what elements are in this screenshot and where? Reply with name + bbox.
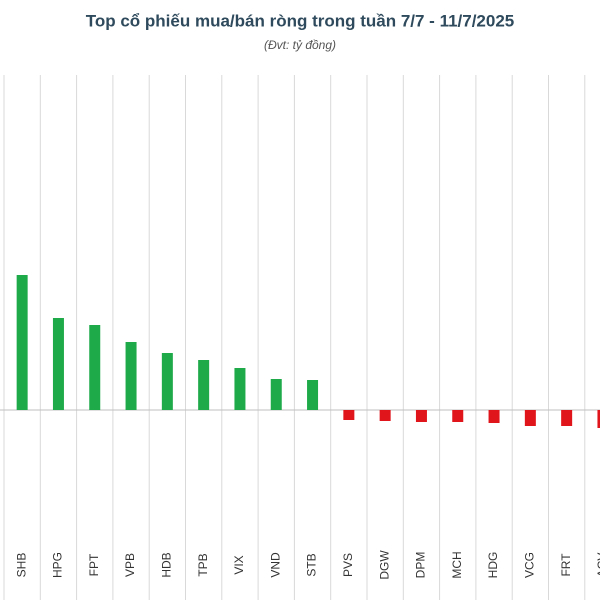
x-tick-label: DGW: [377, 550, 391, 580]
bar: [16, 275, 28, 410]
bar: [52, 318, 64, 410]
bar: [234, 368, 246, 410]
x-tick-label: HPG: [51, 552, 65, 578]
bar: [307, 380, 319, 410]
bar: [89, 325, 101, 410]
x-tick-label: ACV: [595, 553, 600, 578]
bar: [270, 379, 282, 410]
bar: [198, 360, 210, 410]
x-tick-label: HDB: [160, 552, 174, 577]
x-tick-label: FPT: [87, 553, 101, 576]
bar: [161, 353, 173, 410]
x-tick-label: FRT: [559, 553, 573, 577]
x-tick-label: SHB: [14, 553, 28, 578]
x-tick-label: STB: [305, 553, 319, 576]
x-tick-label: VPB: [123, 553, 137, 577]
x-tick-label: VIX: [232, 555, 246, 574]
bar: [343, 410, 355, 420]
bar: [379, 410, 391, 421]
x-tick-label: TPB: [196, 553, 210, 576]
bar: [561, 410, 573, 426]
chart-title: Top cổ phiếu mua/bán ròng trong tuần 7/7…: [86, 11, 515, 30]
bar: [125, 342, 137, 410]
chart-subtitle: (Đvt: tỷ đồng): [264, 38, 336, 52]
bar: [488, 410, 500, 423]
bar: [415, 410, 427, 422]
x-tick-label: MCH: [450, 551, 464, 578]
bar: [524, 410, 536, 426]
x-tick-label: VND: [268, 552, 282, 578]
x-tick-label: DPM: [414, 552, 428, 579]
bar: [597, 410, 600, 428]
x-tick-label: PVS: [341, 553, 355, 577]
x-tick-label: HDG: [486, 552, 500, 579]
x-tick-label: VCG: [523, 552, 537, 578]
bar: [452, 410, 464, 422]
